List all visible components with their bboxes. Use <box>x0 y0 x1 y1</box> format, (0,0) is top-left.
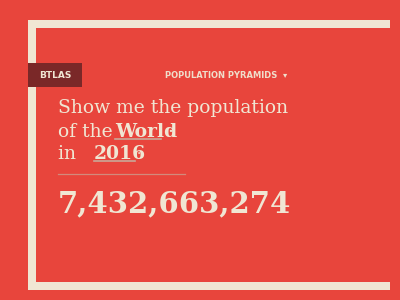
FancyBboxPatch shape <box>28 20 390 290</box>
Text: Show me the population: Show me the population <box>58 99 288 117</box>
Text: ·: · <box>137 147 141 161</box>
FancyBboxPatch shape <box>28 63 82 87</box>
Text: ·: · <box>162 123 174 141</box>
FancyBboxPatch shape <box>36 28 390 282</box>
Text: World: World <box>115 123 177 141</box>
Text: POPULATION PYRAMIDS  ▾: POPULATION PYRAMIDS ▾ <box>165 70 287 80</box>
Text: 2016: 2016 <box>94 145 146 163</box>
Text: 7,432,663,274: 7,432,663,274 <box>58 190 291 218</box>
Text: of the: of the <box>58 123 125 141</box>
Text: BTLAS: BTLAS <box>39 70 71 80</box>
Text: in: in <box>58 145 88 163</box>
